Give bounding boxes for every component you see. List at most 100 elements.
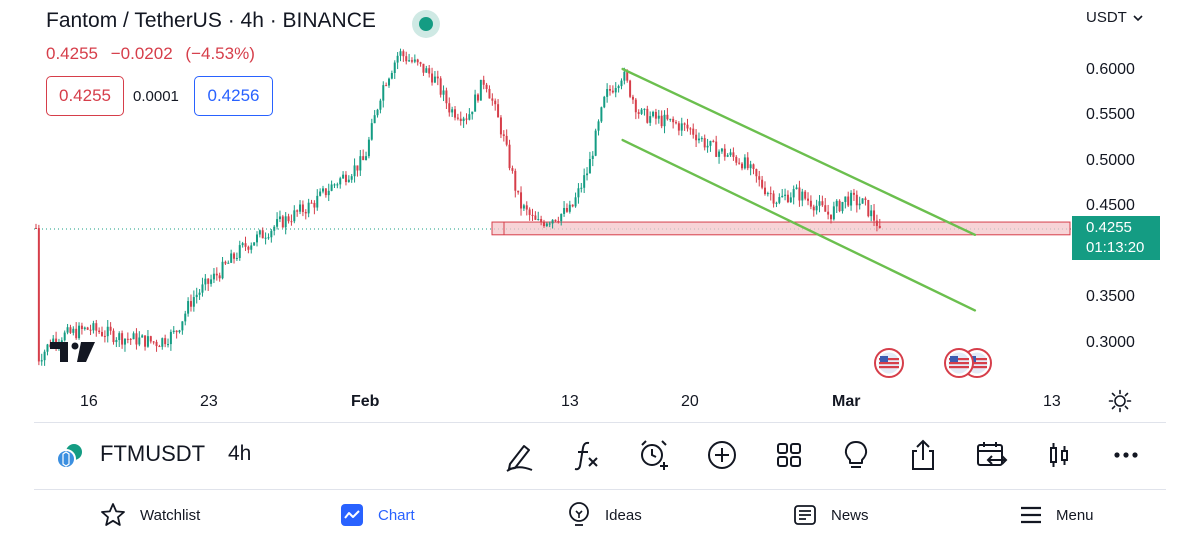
- candle-body: [356, 165, 359, 171]
- candle-body: [551, 219, 554, 224]
- candle: [726, 153, 729, 158]
- candle: [520, 186, 523, 216]
- chart-settings-gear-icon[interactable]: [1108, 389, 1132, 413]
- nav-watchlist[interactable]: Watchlist: [100, 500, 200, 530]
- candle-body: [72, 328, 75, 333]
- nav-menu[interactable]: Menu: [1020, 500, 1094, 530]
- candle-body: [439, 78, 442, 95]
- currency-selector[interactable]: USDT: [1086, 9, 1143, 26]
- candle: [795, 184, 798, 190]
- nav-news[interactable]: News: [793, 500, 869, 530]
- candle-body: [597, 121, 600, 131]
- sell-button[interactable]: 0.4255: [46, 76, 124, 116]
- candle: [657, 109, 660, 124]
- alert-button[interactable]: [637, 438, 671, 472]
- nav-chart[interactable]: Chart: [340, 500, 415, 530]
- candle-body: [344, 174, 347, 183]
- candle: [525, 201, 528, 216]
- support-zone[interactable]: [491, 221, 1071, 236]
- candle: [534, 211, 537, 221]
- indicators-button[interactable]: [569, 438, 603, 472]
- candle-body: [281, 216, 284, 228]
- candle-body: [385, 85, 388, 87]
- candle-body: [548, 223, 551, 225]
- candle-body: [129, 338, 132, 340]
- candles: [35, 48, 881, 366]
- candle: [677, 121, 680, 136]
- candle-body: [858, 203, 861, 206]
- candle-body: [155, 341, 158, 347]
- candle: [69, 324, 72, 334]
- candle-body: [798, 187, 801, 201]
- chart-type-candles-icon: [1050, 443, 1068, 467]
- channel-lower-line[interactable]: [621, 138, 977, 312]
- buy-button[interactable]: 0.4256: [194, 76, 273, 116]
- candle: [723, 144, 726, 161]
- candle: [233, 252, 236, 264]
- candle: [482, 75, 485, 90]
- symbol-selector[interactable]: FTMUSDT: [100, 441, 206, 466]
- candle-body: [40, 360, 43, 362]
- price-chart[interactable]: [0, 0, 1200, 420]
- candle-body: [132, 333, 135, 340]
- candle-body: [353, 165, 356, 177]
- share-icon: [912, 439, 934, 470]
- candle: [789, 192, 792, 203]
- candle-body: [554, 219, 557, 222]
- candle-body: [46, 344, 49, 352]
- candle-body: [534, 215, 537, 220]
- candle: [399, 48, 402, 62]
- candle-body: [545, 223, 548, 227]
- candle-body: [221, 261, 224, 279]
- drawing-tool-button[interactable]: [502, 438, 536, 472]
- candle: [115, 337, 118, 348]
- candle-body: [172, 330, 175, 332]
- interval-selector[interactable]: 4h: [228, 442, 252, 465]
- candle: [858, 196, 861, 210]
- candle: [580, 182, 583, 193]
- chart-type-button[interactable]: [1042, 438, 1076, 472]
- compare-button[interactable]: [705, 438, 739, 472]
- candle: [413, 54, 416, 64]
- candle: [333, 183, 336, 189]
- nav-watchlist-label: Watchlist: [140, 506, 201, 524]
- ideas-button[interactable]: [839, 438, 873, 472]
- nav-chart-label: Chart: [378, 506, 415, 524]
- candle: [212, 268, 215, 284]
- share-button[interactable]: [906, 438, 940, 472]
- candle-body: [224, 261, 227, 264]
- candle-body: [697, 138, 700, 141]
- replay-button[interactable]: [974, 438, 1008, 472]
- candle-body: [301, 204, 304, 212]
- candle: [588, 151, 591, 174]
- candle-body: [410, 60, 413, 62]
- channel-upper-line[interactable]: [621, 67, 977, 237]
- candle: [758, 170, 761, 187]
- candle: [35, 223, 37, 229]
- candle-body: [603, 96, 606, 108]
- candle-body: [123, 338, 126, 345]
- us-event-flag-icon[interactable]: [944, 348, 974, 378]
- candle-body: [537, 219, 540, 221]
- candle: [476, 93, 479, 103]
- candle: [376, 108, 379, 118]
- candle: [324, 188, 327, 198]
- candle: [563, 201, 566, 217]
- candle-body: [706, 145, 709, 148]
- descending-channel[interactable]: [621, 67, 977, 312]
- candle: [522, 203, 525, 212]
- nav-ideas[interactable]: Ideas: [567, 500, 642, 530]
- us-event-flag-icon[interactable]: [874, 348, 904, 378]
- layouts-button[interactable]: [772, 438, 806, 472]
- candle: [273, 225, 276, 236]
- candle-body: [126, 338, 129, 340]
- candle-body: [436, 76, 439, 79]
- candle-body: [324, 188, 327, 196]
- more-button[interactable]: [1109, 438, 1143, 472]
- candle-body: [829, 214, 832, 220]
- candle-body: [563, 207, 566, 214]
- candle: [646, 105, 649, 124]
- candle: [574, 192, 577, 208]
- candle-body: [746, 157, 749, 169]
- support-zone-rect[interactable]: [491, 221, 1071, 236]
